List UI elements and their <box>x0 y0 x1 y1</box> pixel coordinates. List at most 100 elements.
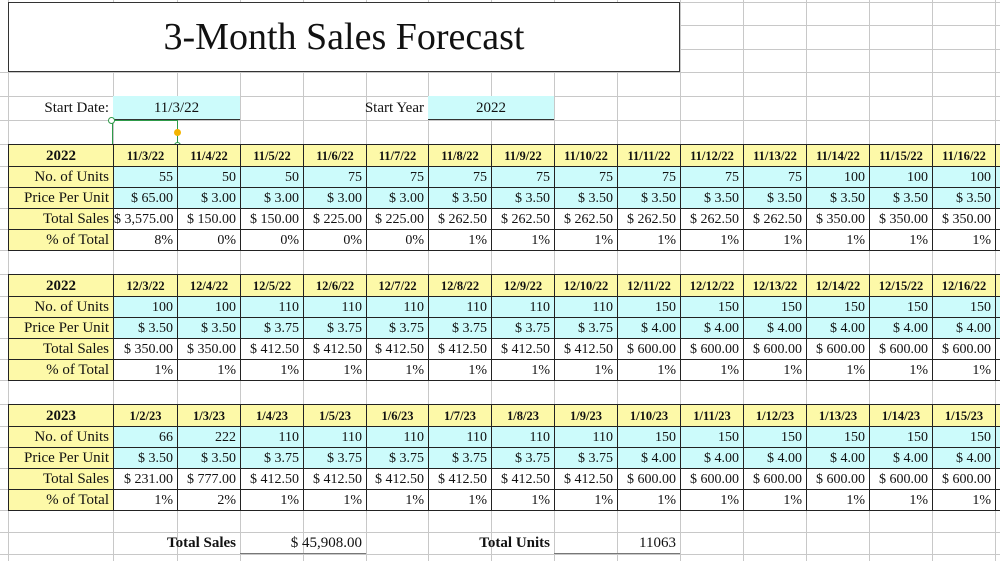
units-cell[interactable] <box>995 296 1000 318</box>
sales-cell[interactable]: $ 350.00 <box>869 208 933 230</box>
price-cell[interactable]: $ 3.50 <box>177 317 241 339</box>
date-header-cell[interactable]: 12/12/22 <box>680 274 744 297</box>
sales-cell[interactable]: $ 600.00 <box>806 338 870 360</box>
date-header-cell[interactable]: 11/6/22 <box>303 144 367 167</box>
units-cell[interactable]: 110 <box>366 296 429 318</box>
sales-cell[interactable]: $ 262.50 <box>491 208 555 230</box>
price-cell[interactable]: $ 3.50 <box>113 447 178 469</box>
pct-cell[interactable]: 1% <box>303 359 367 381</box>
units-cell[interactable]: 110 <box>366 426 429 448</box>
date-header-cell[interactable]: 1/8/23 <box>491 404 555 427</box>
sales-cell[interactable]: $ 600.00 <box>680 468 744 490</box>
price-cell[interactable]: $ 3.75 <box>366 447 429 469</box>
price-cell[interactable]: $ 3.50 <box>113 317 178 339</box>
price-cell[interactable]: $ 3.50 <box>743 187 807 209</box>
price-cell[interactable] <box>995 317 1000 339</box>
sales-cell[interactable]: $ 777.00 <box>177 468 241 490</box>
units-cell[interactable]: 66 <box>113 426 178 448</box>
units-cell[interactable]: 110 <box>428 296 492 318</box>
units-cell[interactable]: 150 <box>617 426 681 448</box>
pct-cell[interactable]: 1% <box>366 489 429 511</box>
date-header-cell[interactable]: 1/6/23 <box>366 404 429 427</box>
date-header-cell[interactable]: 11/10/22 <box>554 144 618 167</box>
sales-cell[interactable]: $ 262.50 <box>617 208 681 230</box>
sales-cell[interactable]: $ 412.50 <box>428 468 492 490</box>
pct-cell[interactable]: 1% <box>554 489 618 511</box>
price-cell[interactable]: $ 3.50 <box>491 187 555 209</box>
pct-cell[interactable]: 1% <box>806 489 870 511</box>
sales-cell[interactable]: $ 600.00 <box>617 468 681 490</box>
pct-cell[interactable]: 1% <box>554 229 618 251</box>
units-cell[interactable]: 100 <box>869 166 933 188</box>
pct-cell[interactable]: 0% <box>177 229 241 251</box>
date-header-cell[interactable]: 12/16/22 <box>932 274 996 297</box>
price-cell[interactable]: $ 3.00 <box>303 187 367 209</box>
units-cell[interactable]: 150 <box>806 426 870 448</box>
price-cell[interactable]: $ 3.50 <box>869 187 933 209</box>
date-header-cell[interactable]: 11/14/22 <box>806 144 870 167</box>
pct-cell[interactable]: 1% <box>932 229 996 251</box>
units-cell[interactable] <box>995 426 1000 448</box>
price-cell[interactable] <box>995 187 1000 209</box>
pct-cell[interactable]: 1% <box>491 359 555 381</box>
pct-cell[interactable]: 1% <box>554 359 618 381</box>
units-cell[interactable]: 222 <box>177 426 241 448</box>
sales-cell[interactable]: $ 3,575.00 <box>113 208 178 230</box>
pct-cell[interactable] <box>995 359 1000 381</box>
sales-cell[interactable]: $ 412.50 <box>554 338 618 360</box>
sales-cell[interactable]: $ 600.00 <box>680 338 744 360</box>
pct-cell[interactable]: 1% <box>428 489 492 511</box>
start-year-input[interactable]: 2022 <box>428 96 554 120</box>
pct-cell[interactable]: 1% <box>617 229 681 251</box>
sales-cell[interactable]: $ 150.00 <box>240 208 304 230</box>
units-cell[interactable]: 150 <box>869 296 933 318</box>
units-cell[interactable]: 150 <box>743 296 807 318</box>
units-cell[interactable]: 100 <box>113 296 178 318</box>
pct-cell[interactable]: 1% <box>240 489 304 511</box>
total-sales-value[interactable]: $ 45,908.00 <box>240 532 366 554</box>
price-cell[interactable]: $ 3.00 <box>240 187 304 209</box>
price-cell[interactable]: $ 65.00 <box>113 187 178 209</box>
pct-cell[interactable]: 1% <box>806 229 870 251</box>
sales-cell[interactable]: $ 600.00 <box>869 468 933 490</box>
price-cell[interactable]: $ 3.75 <box>366 317 429 339</box>
date-header-cell[interactable]: 12/10/22 <box>554 274 618 297</box>
date-header-cell[interactable]: 1/7/23 <box>428 404 492 427</box>
sales-cell[interactable] <box>995 338 1000 360</box>
total-units-value[interactable]: 11063 <box>554 532 680 554</box>
date-header-cell[interactable]: 1/11/23 <box>680 404 744 427</box>
price-cell[interactable]: $ 4.00 <box>806 447 870 469</box>
units-cell[interactable]: 110 <box>554 296 618 318</box>
sales-cell[interactable]: $ 225.00 <box>303 208 367 230</box>
units-cell[interactable]: 150 <box>932 426 996 448</box>
sales-cell[interactable]: $ 231.00 <box>113 468 178 490</box>
date-header-cell[interactable]: 1/14/23 <box>869 404 933 427</box>
date-header-cell[interactable]: 11/9/22 <box>491 144 555 167</box>
date-header-cell[interactable]: 1/9/23 <box>554 404 618 427</box>
pct-cell[interactable]: 0% <box>303 229 367 251</box>
date-header-cell[interactable]: 11/4/22 <box>177 144 241 167</box>
units-cell[interactable]: 110 <box>303 426 367 448</box>
date-header-cell[interactable]: 12/8/22 <box>428 274 492 297</box>
date-header-cell[interactable]: 1/3/23 <box>177 404 241 427</box>
units-cell[interactable]: 150 <box>806 296 870 318</box>
sales-cell[interactable]: $ 350.00 <box>177 338 241 360</box>
pct-cell[interactable]: 1% <box>240 359 304 381</box>
price-cell[interactable]: $ 3.75 <box>428 447 492 469</box>
pct-cell[interactable]: 1% <box>428 359 492 381</box>
units-cell[interactable]: 150 <box>869 426 933 448</box>
price-cell[interactable]: $ 3.75 <box>491 447 555 469</box>
sales-cell[interactable]: $ 350.00 <box>806 208 870 230</box>
pct-cell[interactable]: 1% <box>366 359 429 381</box>
price-cell[interactable]: $ 3.75 <box>491 317 555 339</box>
units-cell[interactable]: 110 <box>303 296 367 318</box>
selection-handle-top-left[interactable] <box>108 117 115 124</box>
pct-cell[interactable]: 1% <box>680 489 744 511</box>
sales-cell[interactable]: $ 600.00 <box>743 468 807 490</box>
pct-cell[interactable]: 1% <box>428 229 492 251</box>
date-header-cell[interactable]: 11/15/22 <box>869 144 933 167</box>
units-cell[interactable]: 110 <box>240 426 304 448</box>
pct-cell[interactable]: 8% <box>113 229 178 251</box>
pct-cell[interactable]: 1% <box>869 359 933 381</box>
sales-cell[interactable]: $ 412.50 <box>554 468 618 490</box>
